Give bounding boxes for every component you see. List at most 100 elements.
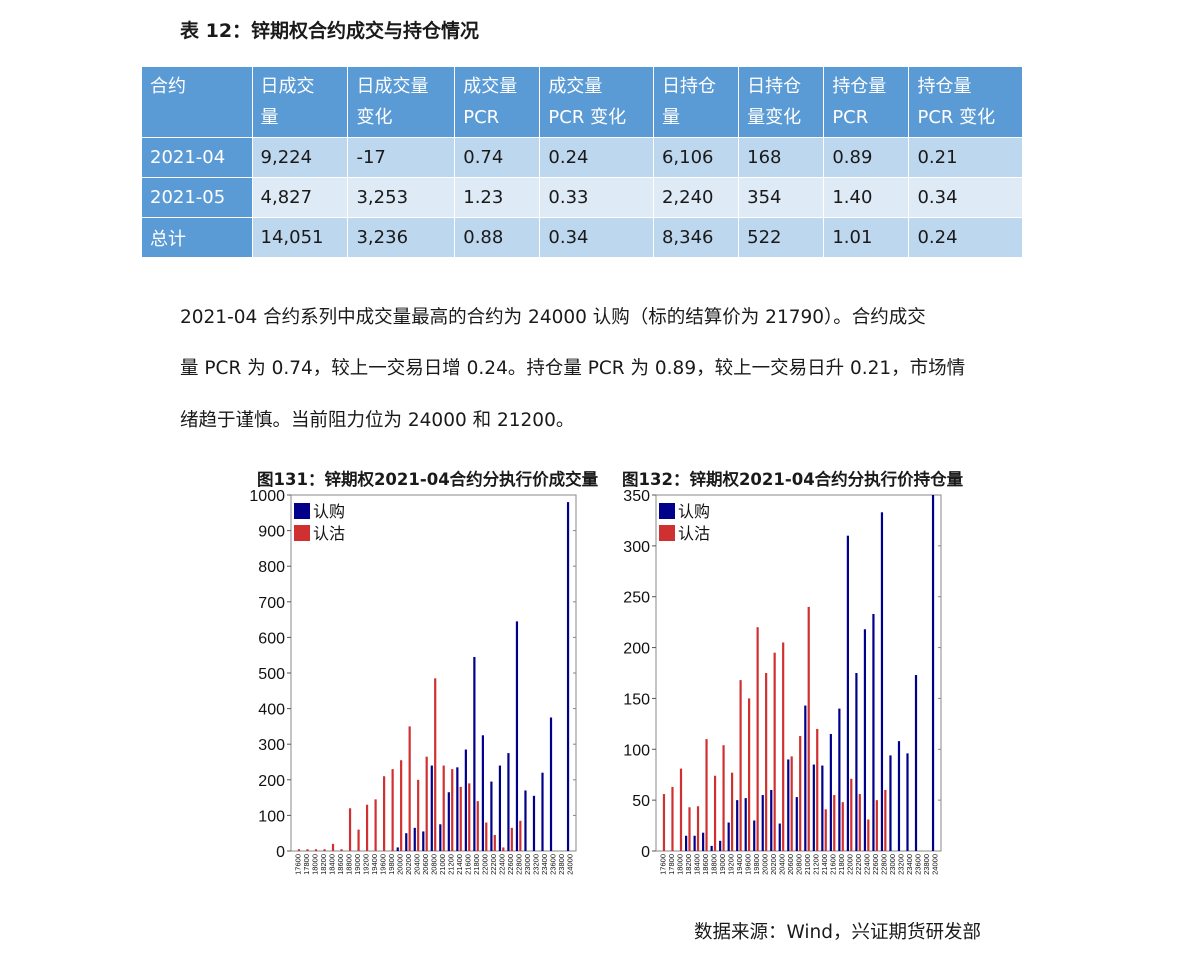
table-cell: 4,827 [252, 177, 349, 218]
bar-put [297, 849, 301, 851]
bar-put [748, 698, 751, 851]
legend-swatch [659, 525, 675, 541]
bar-call [880, 512, 884, 851]
bar-call [863, 629, 867, 851]
header-cell: 持仓量 PCR [823, 67, 910, 138]
bar-put [884, 789, 887, 851]
table-cell: 0.74 [454, 137, 541, 178]
chart-131-title: 图131：锌期权2021-04合约分执行价成交量 [257, 470, 599, 489]
table-cell: 6,106 [653, 137, 740, 178]
bar-call [422, 831, 425, 851]
x-tick-label: 21800 [472, 854, 481, 875]
header-text: PCR [832, 107, 869, 128]
row-label-cell: 总计 [142, 217, 253, 257]
header-text: PCR [463, 107, 500, 128]
bar-call [447, 792, 450, 851]
header-cell: 成交量 PCR 变化 [539, 67, 654, 138]
bar-call [736, 800, 739, 851]
x-tick-label: 20400 [412, 854, 421, 875]
header-text: PCR 变化 [548, 107, 627, 128]
table-cell: 0.89 [823, 137, 910, 178]
bar-put [400, 760, 403, 851]
bar-call [795, 797, 798, 851]
bar-call [430, 765, 433, 851]
bar-call [515, 621, 519, 851]
y-tick-label: 600 [258, 630, 285, 647]
bar-put [799, 736, 802, 851]
x-tick-label: 19200 [726, 854, 735, 875]
x-tick-label: 20600 [421, 854, 430, 875]
bar-put [314, 849, 318, 851]
chart-132-title: 图132：锌期权2021-04合约分执行价持仓量 [622, 470, 964, 489]
bar-put [357, 829, 360, 851]
header-cell: 成交量 PCR [454, 67, 541, 138]
x-tick-label: 20800 [430, 854, 439, 875]
table-cell: 8,346 [653, 217, 740, 257]
x-tick-label: 17800 [302, 854, 311, 875]
bar-call [804, 705, 807, 851]
bar-put [340, 849, 343, 851]
x-tick-label: 21400 [820, 854, 829, 875]
bar-call [727, 822, 730, 851]
analysis-line-3: 绪趋于谨慎。当前阻力位为 24000 和 21200。 [180, 410, 575, 431]
legend-label: 认沽 [313, 524, 345, 543]
x-tick-label: 22600 [871, 854, 880, 875]
table-cell: 1.01 [823, 217, 910, 257]
analysis-line-2: 量 PCR 为 0.74，较上一交易日增 0.24。持仓量 PCR 为 0.89… [180, 358, 966, 379]
y-tick-label: 50 [632, 793, 650, 810]
plot-frame [655, 494, 942, 852]
contract-table: 合约 日成交量日成交量 变化 成交量 PCR 成交量 PCR 变化 日持仓量日持仓 量变化 持仓量… [142, 67, 1022, 257]
bar-put [434, 678, 437, 851]
bar-put [468, 783, 471, 851]
bar-put [730, 772, 734, 851]
header-text: 变化 [356, 107, 393, 128]
table-cell: 0.24 [908, 217, 1022, 257]
bar-call [396, 847, 399, 851]
table-cell: 14,051 [252, 217, 349, 257]
table-cell: 0.33 [539, 177, 654, 218]
x-tick-label: 18800 [344, 854, 353, 875]
x-tick-label: 21200 [447, 854, 456, 875]
x-tick-label: 21000 [803, 854, 812, 875]
bar-call [710, 845, 713, 851]
bar-put [408, 726, 411, 851]
analysis-line-1: 2021-04 合约系列中成交量最高的合约为 24000 认购（标的结算价为 2… [180, 307, 926, 328]
bar-call [889, 755, 892, 851]
bar-call [761, 795, 764, 851]
x-tick-label: 20000 [395, 854, 404, 875]
bar-put [688, 807, 691, 851]
header-text: 日成交 [260, 76, 315, 97]
y-tick-label: 300 [258, 737, 285, 754]
bar-call [507, 753, 510, 851]
x-tick-label: 20600 [786, 854, 795, 875]
bar-put [705, 739, 708, 851]
volume-by-strike-chart: 0 100 200 300 400 500 600 700 800 900 1000 17600 178… [249, 488, 577, 875]
x-tick-label: 22400 [498, 854, 507, 875]
x-tick-label: 21600 [464, 854, 473, 875]
header-text: 量变化 [747, 107, 802, 128]
bar-call [744, 798, 747, 851]
bar-put [493, 834, 496, 851]
x-tick-label: 24000 [566, 854, 575, 875]
x-tick-label: 20400 [777, 854, 786, 875]
bar-put [671, 786, 674, 851]
bar-call [719, 840, 722, 851]
table-row: 2021-04 9,224 -17 0.74 0.24 6,106 168 0.89 0.21 [142, 137, 1022, 178]
header-text: 日持仓 [661, 76, 716, 97]
header-cell: 日持仓 量变化 [738, 67, 825, 138]
bar-call [753, 820, 756, 851]
bar-put [485, 822, 488, 851]
table-cell: 0.88 [454, 217, 541, 257]
header-text: 量 [661, 107, 680, 128]
bar-call [906, 753, 909, 851]
bar-call [778, 823, 781, 851]
x-tick-label: 22400 [863, 854, 872, 875]
bar-put [807, 606, 810, 851]
bar-put [713, 775, 717, 851]
table-cell: 2,240 [653, 177, 740, 218]
x-tick-label: 22000 [846, 854, 855, 875]
header-text: PCR 变化 [917, 107, 996, 128]
bar-call [702, 832, 705, 851]
y-tick-label: 200 [258, 773, 285, 790]
bar-put [756, 627, 759, 851]
